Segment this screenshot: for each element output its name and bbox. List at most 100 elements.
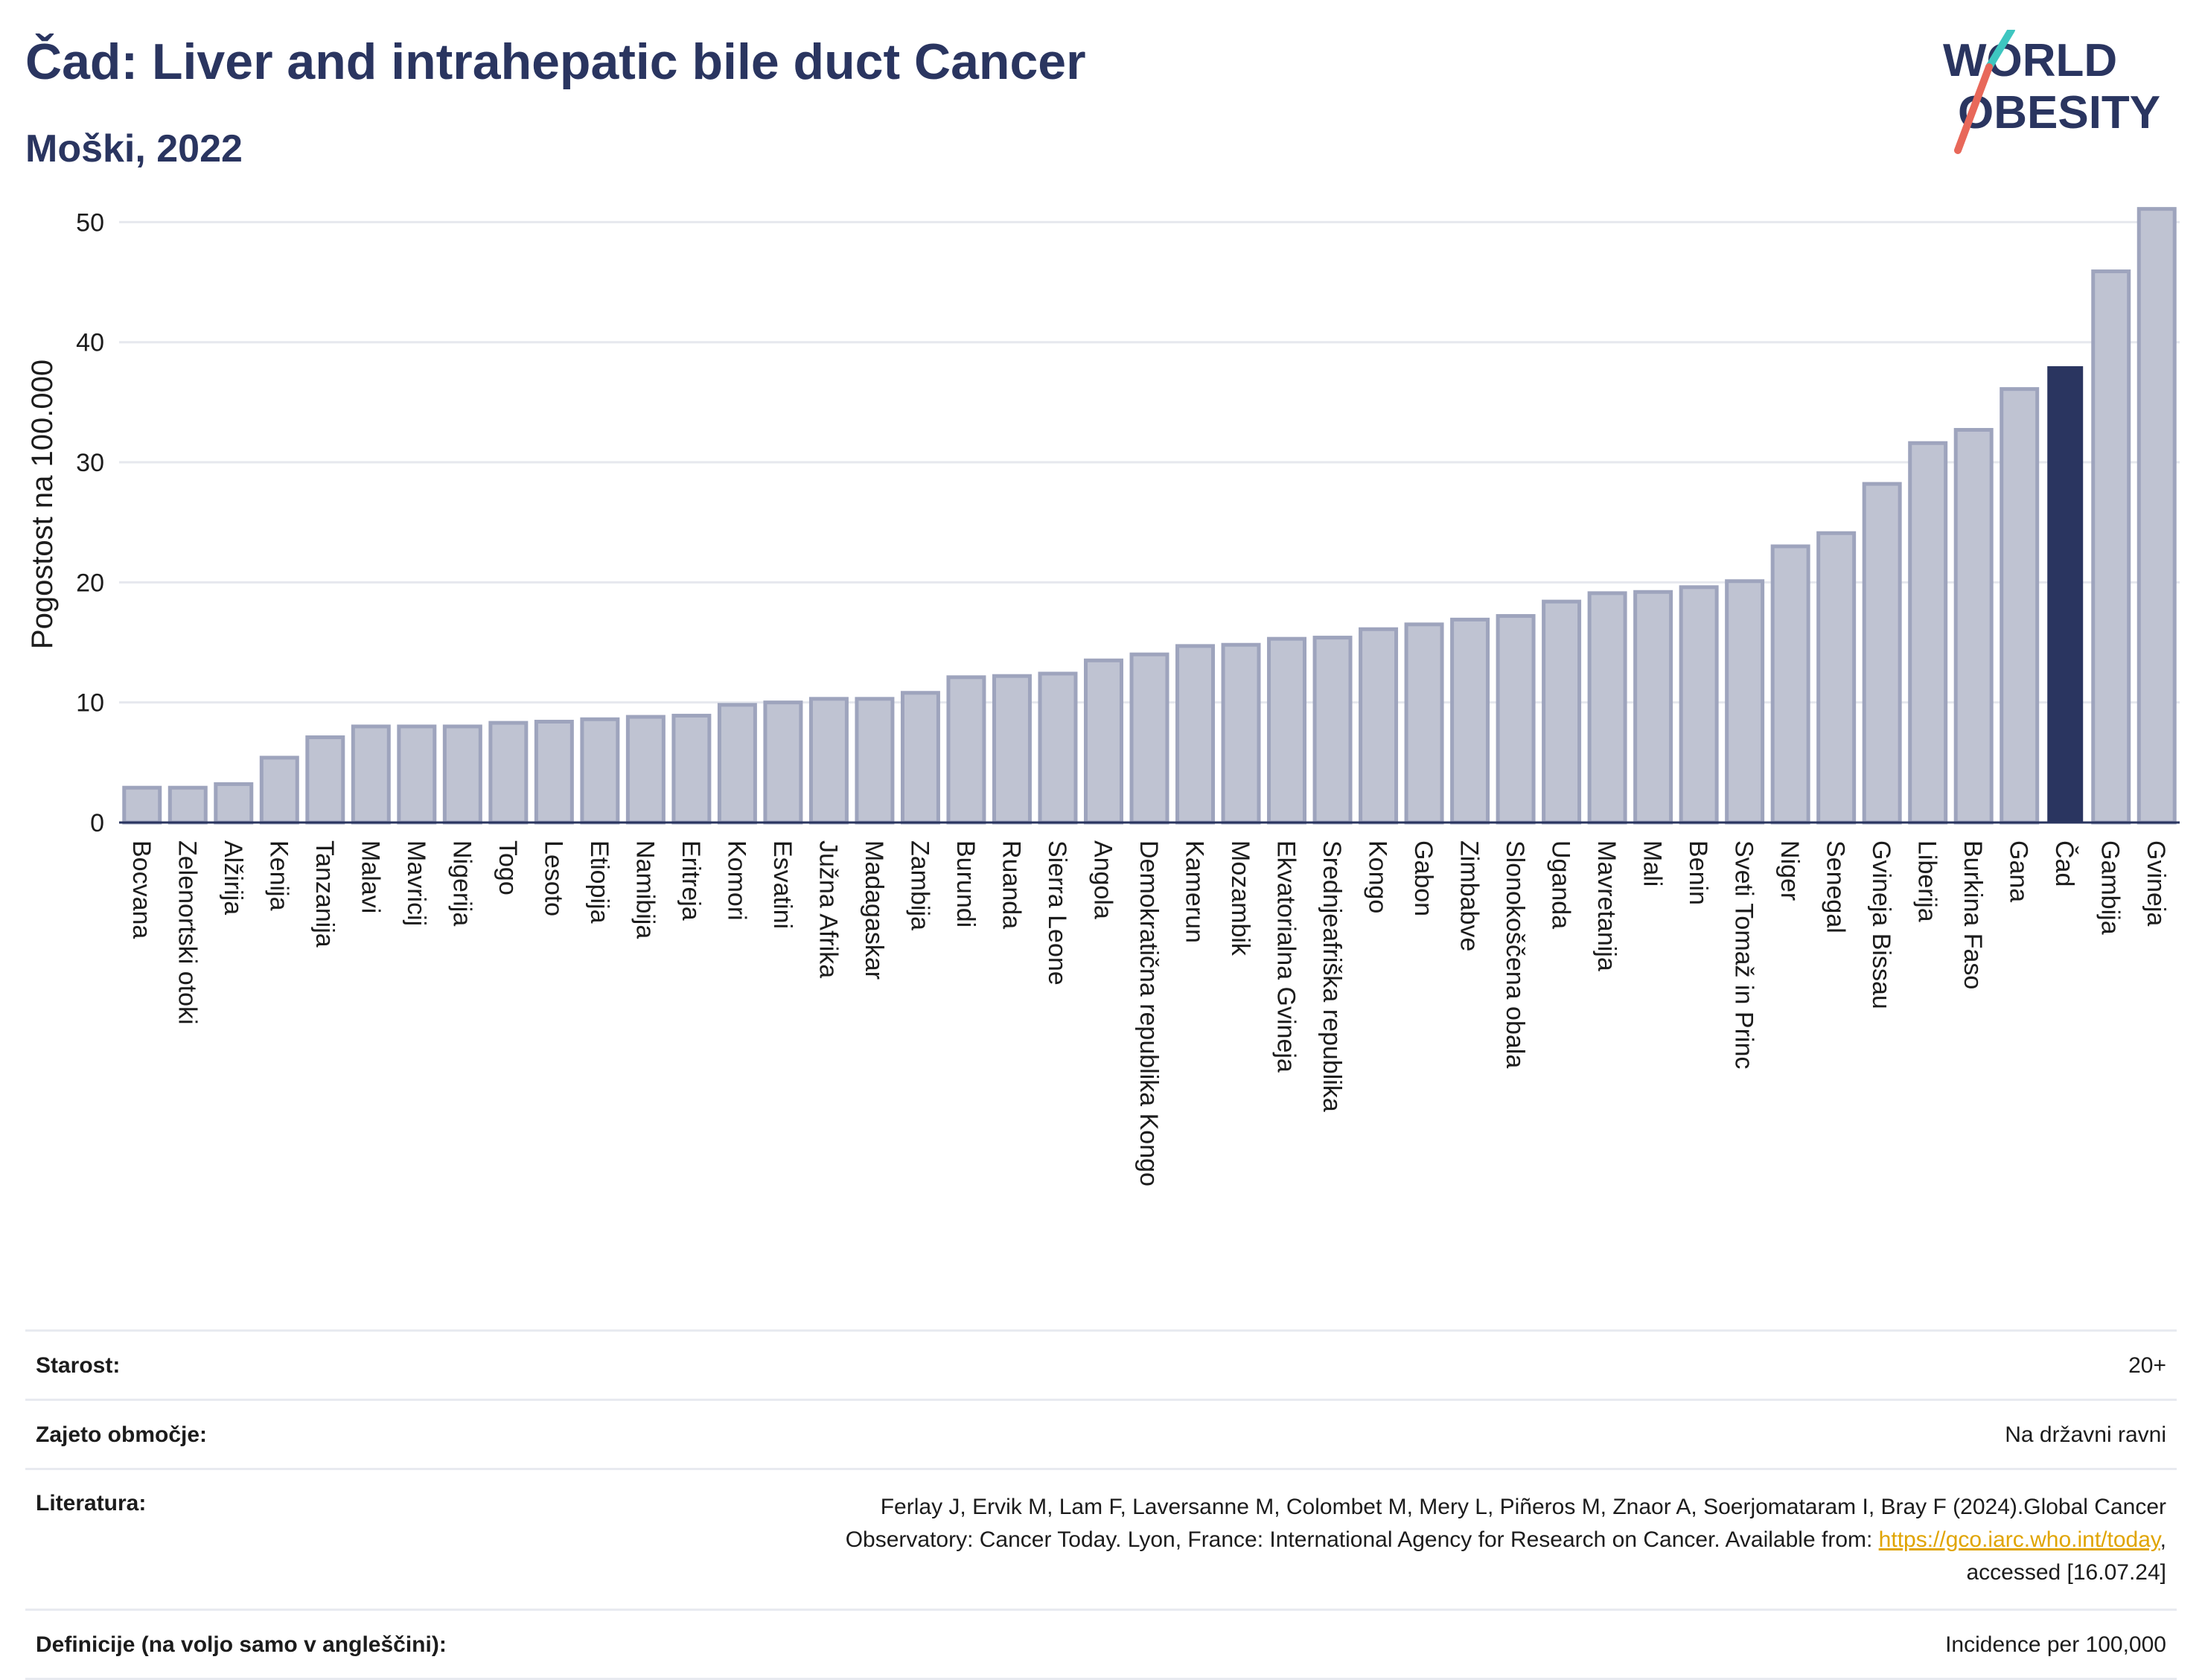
- x-tick-label: Eritreja: [677, 840, 705, 921]
- y-tick-label: 30: [76, 449, 104, 477]
- definitions-label: Definicije (na voljo samo v angleščini):: [36, 1632, 447, 1657]
- info-table: Starost: 20+ Zajeto območje: Na državni …: [25, 1329, 2177, 1680]
- bar-Mavricij: [397, 724, 437, 825]
- literature-line2: Observatory: Cancer Today. Lyon, France:…: [845, 1527, 1879, 1552]
- x-tick-label: Togo: [494, 840, 522, 895]
- x-tick-label: Južna Afrika: [814, 840, 842, 978]
- age-value: 20+: [2128, 1353, 2166, 1378]
- y-axis-title: Pogostost na 100.000: [26, 360, 59, 649]
- literature-line1: Ferlay J, Ervik M, Lam F, Laversanne M, …: [880, 1495, 2166, 1519]
- bar-Čad: [2047, 365, 2084, 823]
- x-tick-label: Bocvana: [127, 840, 156, 939]
- bar-Zambija: [900, 691, 940, 825]
- x-tick-label: Nigerija: [447, 840, 476, 926]
- x-tick-label: Sveti Tomaž in Princ: [1730, 840, 1758, 1069]
- x-tick-label: Kenija: [264, 840, 293, 911]
- x-tick-label: Esvatini: [768, 840, 797, 929]
- bar-Sierra Leone: [1038, 671, 1078, 825]
- x-tick-label: Zimbabve: [1455, 840, 1484, 951]
- x-tick-label: Madagaskar: [860, 840, 888, 980]
- x-tick-label: Lesoto: [539, 840, 567, 916]
- bars: [122, 207, 2177, 825]
- x-tick-label: Komori: [722, 840, 750, 921]
- bar-Senegal: [1816, 531, 1857, 825]
- x-tick-label: Malavi: [356, 840, 384, 913]
- x-axis-labels: Bocvana Zelenortski otoki Alžirija Kenija Ta…: [127, 840, 2170, 1186]
- definitions-value: Incidence per 100,000: [1945, 1632, 2166, 1657]
- bar-Burundi: [946, 675, 986, 825]
- x-tick-label: Liberija: [1913, 840, 1941, 922]
- bar-Gabon: [1404, 622, 1444, 825]
- y-tick-label: 40: [76, 329, 104, 357]
- bar-Esvatini: [763, 700, 803, 825]
- bar-Mali: [1633, 590, 1673, 825]
- literature-value: Ferlay J, Ervik M, Lam F, Laversanne M, …: [846, 1491, 2166, 1589]
- x-tick-label: Zelenortski otoki: [173, 840, 201, 1025]
- bar-Slonokoščena obala: [1496, 614, 1536, 825]
- x-tick-label: Tanzanija: [310, 840, 339, 948]
- bar-Komori: [717, 703, 757, 825]
- bar-Gambija: [2091, 269, 2131, 825]
- info-row-coverage: Zajeto območje: Na državni ravni: [25, 1399, 2177, 1468]
- bar-Bocvana: [122, 785, 162, 825]
- bar-Demokratična republika Kongo: [1129, 652, 1169, 825]
- x-tick-label: Srednjeafriška republika: [1318, 840, 1346, 1112]
- bar-Kenija: [259, 756, 299, 825]
- bar-Niger: [1770, 544, 1810, 825]
- bar-Nigerija: [442, 724, 482, 825]
- page-subtitle: Moški, 2022: [25, 127, 243, 170]
- world-obesity-logo: WORLD OBESITY: [1943, 30, 2160, 154]
- x-tick-label: Benin: [1684, 840, 1712, 905]
- x-tick-label: Senegal: [1822, 840, 1850, 933]
- bar-Ruanda: [992, 674, 1032, 825]
- literature-line2-end: ,: [2160, 1527, 2166, 1552]
- bar-Liberija: [1908, 441, 1948, 825]
- x-tick-label: Sierra Leone: [1043, 840, 1071, 986]
- x-tick-label: Mavretanija: [1592, 840, 1621, 971]
- bar-Namibija: [625, 715, 666, 825]
- info-row-definitions: Definicije (na voljo samo v angleščini):…: [25, 1609, 2177, 1680]
- bar-chart: 0 10 20 30 40 50 Bocvana Zelenortski otoki Alži…: [26, 207, 2180, 1186]
- x-tick-label: Gambija: [2096, 840, 2125, 935]
- y-tick-label: 10: [76, 689, 104, 718]
- bar-Lesoto: [534, 719, 574, 825]
- x-tick-label: Burundi: [951, 840, 980, 927]
- bar-Zimbabve: [1450, 617, 1490, 825]
- x-tick-label: Gana: [2005, 840, 2033, 902]
- x-tick-label: Slonokoščena obala: [1501, 840, 1529, 1068]
- bar-Benin: [1679, 585, 1719, 825]
- x-tick-label: Namibija: [631, 840, 659, 939]
- x-tick-label: Alžirija: [219, 840, 247, 915]
- y-tick-label: 0: [90, 809, 104, 837]
- x-tick-label: Gabon: [1409, 840, 1437, 916]
- x-tick-label: Čad: [2050, 840, 2078, 887]
- coverage-value: Na državni ravni: [2005, 1422, 2166, 1447]
- coverage-label: Zajeto območje:: [36, 1422, 208, 1447]
- x-tick-label: Gvineja Bissau: [1867, 840, 1895, 1009]
- literature-label: Literatura:: [36, 1491, 147, 1515]
- x-tick-label: Burkina Faso: [1959, 840, 1987, 989]
- bar-Mozambik: [1221, 642, 1261, 825]
- bar-Sveti Tomaž in Princ: [1725, 579, 1765, 825]
- bar-Etiopija: [580, 717, 620, 825]
- bar-Gana: [2000, 387, 2040, 825]
- bar-Srednjeafriška republika: [1312, 636, 1353, 825]
- logo-slash-bottom: [1954, 63, 1993, 154]
- x-tick-label: Ekvatorialna Gvineja: [1272, 840, 1301, 1073]
- age-label: Starost:: [36, 1353, 121, 1378]
- x-tick-label: Mozambik: [1226, 840, 1254, 956]
- x-tick-label: Kamerun: [1181, 840, 1209, 943]
- x-tick-label: Mavricij: [402, 840, 430, 926]
- x-tick-label: Demokratična republika Kongo: [1134, 840, 1163, 1186]
- bar-Mavretanija: [1587, 591, 1627, 825]
- bar-Togo: [488, 721, 529, 825]
- bar-Uganda: [1542, 599, 1582, 825]
- bar-Kamerun: [1175, 644, 1216, 825]
- info-row-literature: Literatura: Ferlay J, Ervik M, Lam F, La…: [25, 1468, 2177, 1609]
- logo-slash-top: [1985, 30, 2015, 71]
- x-tick-label: Ruanda: [997, 840, 1025, 929]
- bar-Burkina Faso: [1953, 427, 1994, 825]
- bar-Gvineja Bissau: [1862, 482, 1902, 825]
- x-tick-label: Uganda: [1547, 840, 1575, 929]
- literature-link[interactable]: https://gco.iarc.who.int/today: [1878, 1527, 2160, 1552]
